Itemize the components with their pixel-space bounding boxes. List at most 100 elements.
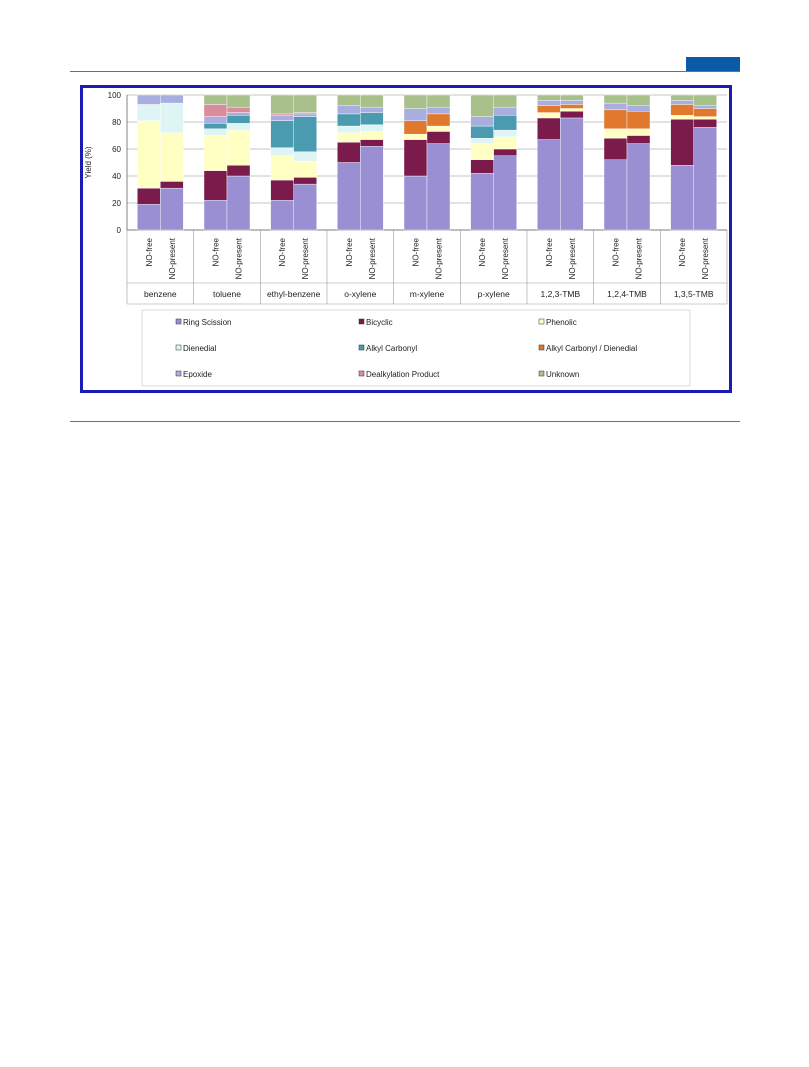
bar-segment bbox=[426, 143, 451, 231]
bar-segment bbox=[226, 115, 251, 124]
bar-segment bbox=[337, 105, 361, 115]
bar-segment bbox=[603, 128, 628, 139]
legend-box bbox=[141, 309, 691, 387]
bar-segment bbox=[537, 105, 561, 113]
group-label: p-xylene bbox=[478, 289, 510, 299]
bar-segment bbox=[403, 139, 428, 177]
condition-tick-label: NO-free bbox=[145, 237, 154, 266]
bar-segment bbox=[270, 94, 294, 115]
bar-segment bbox=[137, 187, 161, 205]
bar-segment bbox=[493, 136, 517, 150]
bar-segment bbox=[626, 111, 651, 129]
bar-segment bbox=[270, 155, 294, 181]
bar-segment bbox=[203, 104, 228, 117]
bar-segment bbox=[470, 173, 494, 231]
bar-segment bbox=[626, 135, 651, 144]
bar-segment bbox=[160, 102, 184, 134]
legend-swatch bbox=[175, 344, 182, 351]
condition-tick-label: NO-present bbox=[235, 237, 244, 279]
bar-segment bbox=[560, 104, 584, 109]
bar-segment bbox=[403, 133, 428, 140]
group-label: 1,3,5-TMB bbox=[674, 289, 714, 299]
condition-tick-label: NO-present bbox=[635, 237, 644, 279]
bar-segment bbox=[403, 94, 428, 109]
bar-segment bbox=[626, 94, 651, 107]
bar-segment bbox=[337, 113, 361, 127]
bar-segment bbox=[693, 119, 717, 128]
group-label: ethyl-benzene bbox=[267, 289, 321, 299]
bar-segment bbox=[226, 129, 251, 166]
bar-segment bbox=[137, 94, 161, 105]
bar-segment bbox=[137, 204, 161, 231]
bar-segment bbox=[360, 131, 384, 140]
condition-tick-label: NO-present bbox=[568, 237, 577, 279]
group-label: toluene bbox=[213, 289, 241, 299]
bar-segment bbox=[360, 106, 384, 113]
legend-label: Phenolic bbox=[546, 318, 577, 327]
legend-label: Alkyl Carbonyl / Dienedial bbox=[546, 344, 637, 353]
bar-segment bbox=[603, 159, 628, 231]
bar-segment bbox=[537, 117, 561, 140]
bar-segment bbox=[603, 109, 628, 129]
condition-tick-label: NO-present bbox=[501, 237, 510, 279]
y-tick-label: 80 bbox=[112, 118, 121, 127]
bar-segment bbox=[693, 116, 717, 120]
bar-segment bbox=[493, 155, 517, 231]
bar-segment bbox=[203, 135, 228, 171]
legend-label: Epoxide bbox=[183, 370, 212, 379]
bar-segment bbox=[470, 94, 494, 117]
bar-segment bbox=[493, 148, 517, 156]
y-tick-label: 100 bbox=[108, 91, 122, 100]
legend-swatch bbox=[538, 318, 545, 325]
bar-segment bbox=[270, 179, 294, 201]
bar-segment bbox=[560, 108, 584, 112]
stacked-bar-chart: 0 20 40 60 80 100 Yield (%) NO-free NO-present NO… bbox=[84, 91, 728, 387]
condition-tick-label: NO-free bbox=[345, 237, 354, 266]
bar-segment bbox=[670, 100, 694, 105]
bar-segment bbox=[203, 116, 228, 124]
bar-segment bbox=[226, 123, 251, 131]
bar-segment bbox=[160, 187, 184, 231]
bar-segment bbox=[360, 112, 384, 125]
legend-swatch bbox=[175, 370, 182, 377]
bar-segment bbox=[470, 116, 494, 127]
y-tick-label: 0 bbox=[117, 226, 122, 235]
bar-segment bbox=[226, 164, 251, 177]
bar-segment bbox=[670, 115, 694, 120]
legend-label: Alkyl Carbonyl bbox=[366, 344, 417, 353]
bar-segment bbox=[270, 147, 294, 156]
bar-segment bbox=[537, 139, 561, 231]
bar-segment bbox=[470, 159, 494, 174]
bar-segment bbox=[670, 119, 694, 166]
condition-tick-label: NO-present bbox=[701, 237, 710, 279]
y-tick-label: 20 bbox=[112, 199, 121, 208]
header-accent-tab bbox=[686, 57, 740, 71]
bar-segment bbox=[137, 120, 161, 189]
bar-segment bbox=[626, 128, 651, 136]
bar-segment bbox=[693, 108, 717, 117]
legend-swatch bbox=[538, 344, 545, 351]
bar-segment bbox=[160, 132, 184, 182]
group-label: benzene bbox=[144, 289, 177, 299]
bar-segment bbox=[403, 120, 428, 135]
condition-tick-label: NO-free bbox=[212, 237, 221, 266]
legend-swatch bbox=[358, 344, 365, 351]
bar-segment bbox=[426, 106, 451, 115]
bar-segment bbox=[293, 151, 317, 162]
header-rule bbox=[70, 71, 740, 72]
bar-segment bbox=[337, 132, 361, 143]
bar-segment bbox=[493, 94, 517, 108]
group-label: m-xylene bbox=[410, 289, 445, 299]
bar-segment bbox=[360, 94, 384, 108]
bar-segment bbox=[337, 162, 361, 231]
bar-segment bbox=[360, 124, 384, 132]
bar-segment bbox=[226, 175, 251, 231]
legend-label: Bicyclic bbox=[366, 318, 393, 327]
bar-segment bbox=[160, 94, 184, 104]
bar-segment bbox=[270, 120, 294, 148]
legend-label: Ring Scission bbox=[183, 318, 231, 327]
legend-swatch bbox=[358, 318, 365, 325]
condition-tick-label: NO-free bbox=[478, 237, 487, 266]
legend-label: Unknown bbox=[546, 370, 579, 379]
bar-segment bbox=[226, 94, 251, 108]
